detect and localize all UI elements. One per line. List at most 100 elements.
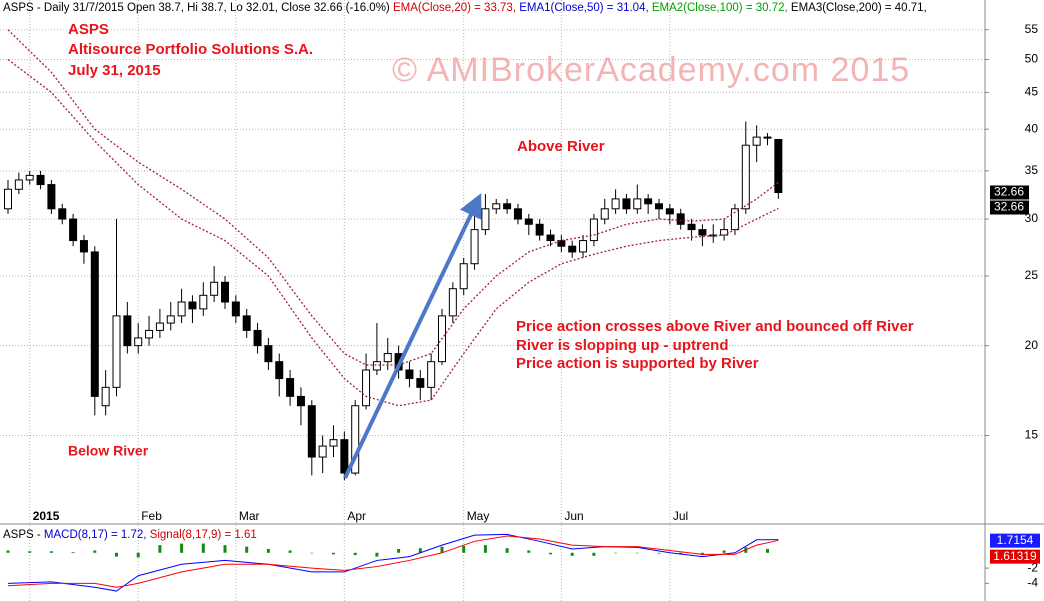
candle-body <box>47 184 56 210</box>
candle-body <box>557 240 566 247</box>
header-segment: EMA2(Close,100) = 30.72, <box>652 2 791 14</box>
y-tick-label: -4 <box>1027 576 1038 590</box>
candle-body <box>459 263 468 290</box>
ema-line <box>7 29 779 366</box>
histogram-bar <box>201 543 205 553</box>
histogram-bar <box>549 552 552 555</box>
histogram-bar <box>527 550 531 553</box>
candle-body <box>58 208 67 220</box>
candle-body <box>69 218 78 242</box>
y-tick-label: 40 <box>1025 121 1039 135</box>
header-segment: ASPS - <box>3 529 44 541</box>
indicator-line <box>7 533 779 592</box>
x-tick-label: Apr <box>347 509 366 523</box>
histogram-bar <box>657 552 661 554</box>
candle-body <box>568 245 577 253</box>
candle-body <box>416 378 425 388</box>
text-layer: ASPS - MACD(8,17) = 1.72, Signal(8,17,9)… <box>3 2 927 541</box>
y-tick-label: 45 <box>1025 85 1039 99</box>
histogram-bar <box>158 545 162 553</box>
candle-body <box>470 229 479 265</box>
candle-body <box>774 139 783 194</box>
histogram-bar <box>635 552 639 554</box>
candle-body <box>687 223 696 231</box>
histogram-bar <box>245 546 249 553</box>
annotation: ASPS <box>68 21 109 38</box>
candle-body <box>351 405 360 474</box>
candle-body <box>383 353 392 363</box>
candle-body <box>741 144 750 210</box>
histogram-bar <box>332 552 335 555</box>
candle-body <box>720 229 729 236</box>
candle-body <box>622 198 631 210</box>
value-box <box>990 549 1040 564</box>
candle-body <box>286 378 295 397</box>
candle-body <box>90 251 99 397</box>
candle-body <box>4 188 12 210</box>
candle-body <box>210 281 219 296</box>
annotation: River is slopping up - uptrend <box>516 337 729 354</box>
histogram-bar <box>570 552 574 556</box>
histogram-bar <box>462 545 466 553</box>
y-tick-label: 55 <box>1025 22 1039 36</box>
histogram-bar <box>614 552 618 554</box>
candle-body <box>14 179 23 190</box>
candle-body <box>231 301 240 317</box>
candle-body <box>177 301 186 317</box>
x-tick-label: May <box>467 509 490 523</box>
candle-body <box>633 198 642 210</box>
header-segment: Signal(8,17,9) = 1.61 <box>150 529 257 541</box>
candle-body <box>25 174 34 181</box>
watermark-layer: © AMIBrokerAcademy.com 2015 <box>392 51 909 89</box>
y-tick-label: 15 <box>1025 428 1039 442</box>
header-segment: MACD(8,17) = 1.72, <box>44 529 150 541</box>
candle-body <box>372 361 381 371</box>
candle-body <box>546 234 555 242</box>
histogram-bar <box>418 548 422 553</box>
candle-body <box>752 136 761 146</box>
candle-body <box>600 208 609 220</box>
candle-body <box>427 361 436 388</box>
y-tick-label: 30 <box>1025 211 1039 225</box>
histogram-bar <box>93 550 97 553</box>
candle-body <box>221 281 229 303</box>
histogram-bar <box>440 546 444 553</box>
candle-body <box>340 439 349 474</box>
candle-body <box>79 240 88 253</box>
price-box <box>990 185 1029 200</box>
candle-body <box>134 337 143 347</box>
histogram-bar <box>353 552 357 556</box>
header-segment: ASPS - Daily 31/7/2015 Open 38.7, Hi 38.… <box>3 2 393 14</box>
candle-body <box>275 361 284 380</box>
histogram-bar <box>266 548 270 553</box>
candle-body <box>166 315 175 324</box>
histogram-bar <box>375 552 379 557</box>
candle-body <box>318 445 327 458</box>
candle-body <box>101 386 110 407</box>
grid-layer <box>0 0 985 601</box>
annotation: Below River <box>68 443 149 459</box>
candle-body <box>242 315 251 331</box>
annotation: Price action crosses above River and bou… <box>516 318 914 335</box>
price-box <box>990 200 1029 215</box>
candle-body <box>579 240 588 253</box>
annotation: July 31, 2015 <box>68 62 161 79</box>
histogram-bar <box>180 543 184 553</box>
candle-body <box>405 369 414 380</box>
histogram-bar <box>679 552 683 555</box>
candle-body <box>611 198 620 210</box>
candle-body <box>188 301 197 310</box>
candle-body <box>665 208 674 215</box>
histogram-bar <box>483 545 487 553</box>
histogram-bar <box>310 552 314 554</box>
chart-header: ASPS - Daily 31/7/2015 Open 38.7, Hi 38.… <box>3 2 927 14</box>
candle-body <box>155 322 164 331</box>
y-tick-label: 25 <box>1025 268 1039 282</box>
candle-body <box>481 208 490 231</box>
x-tick-label: Feb <box>141 509 162 523</box>
header-segment: EMA1(Close,50) = 31.04, <box>519 2 652 14</box>
histogram-bar <box>397 548 401 553</box>
value-label: 1.61319 <box>993 549 1037 563</box>
